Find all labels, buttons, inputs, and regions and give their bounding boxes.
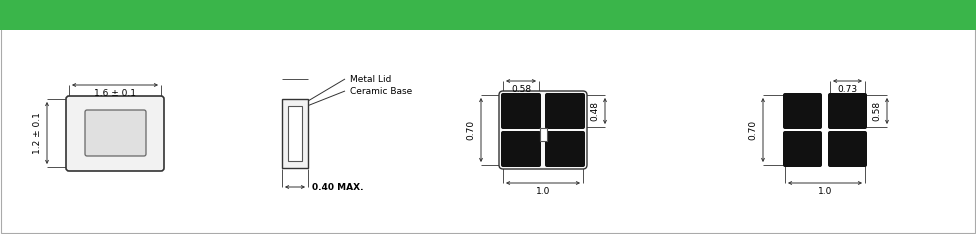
FancyBboxPatch shape [783,131,822,167]
FancyBboxPatch shape [501,131,541,167]
Text: 1: 1 [517,106,525,116]
Text: 0.58: 0.58 [873,101,881,121]
FancyBboxPatch shape [545,131,585,167]
Text: Metal Lid: Metal Lid [350,74,391,84]
Bar [540,128,547,141]
Text: 2: 2 [561,106,569,116]
Bar [0,0,976,30]
Text: 4: 4 [517,144,525,154]
Text: Ceramic Base: Ceramic Base [350,87,412,95]
Text: Mechanical Dimensions: Mechanical Dimensions [0,7,190,22]
Text: 0.58: 0.58 [511,84,531,94]
Text: 3: 3 [561,144,569,154]
Text: 0.70: 0.70 [467,120,475,140]
Text: 0.40 MAX.: 0.40 MAX. [312,183,364,193]
FancyBboxPatch shape [499,91,587,169]
Text: 1.0: 1.0 [536,186,550,195]
Text: 0.48: 0.48 [590,101,599,121]
FancyBboxPatch shape [501,93,541,129]
FancyBboxPatch shape [828,93,867,129]
Text: 1.6 ± 0.1: 1.6 ± 0.1 [94,88,136,98]
Text: 1.2 ± 0.1: 1.2 ± 0.1 [32,112,42,154]
FancyBboxPatch shape [545,93,585,129]
Text: 1.0: 1.0 [818,186,833,195]
Bar [282,99,308,168]
FancyBboxPatch shape [85,110,146,156]
FancyBboxPatch shape [783,93,822,129]
FancyBboxPatch shape [66,96,164,171]
Bar [288,106,302,161]
FancyBboxPatch shape [828,131,867,167]
Text: 0.73: 0.73 [837,84,858,94]
Text: 0.70: 0.70 [749,120,757,140]
